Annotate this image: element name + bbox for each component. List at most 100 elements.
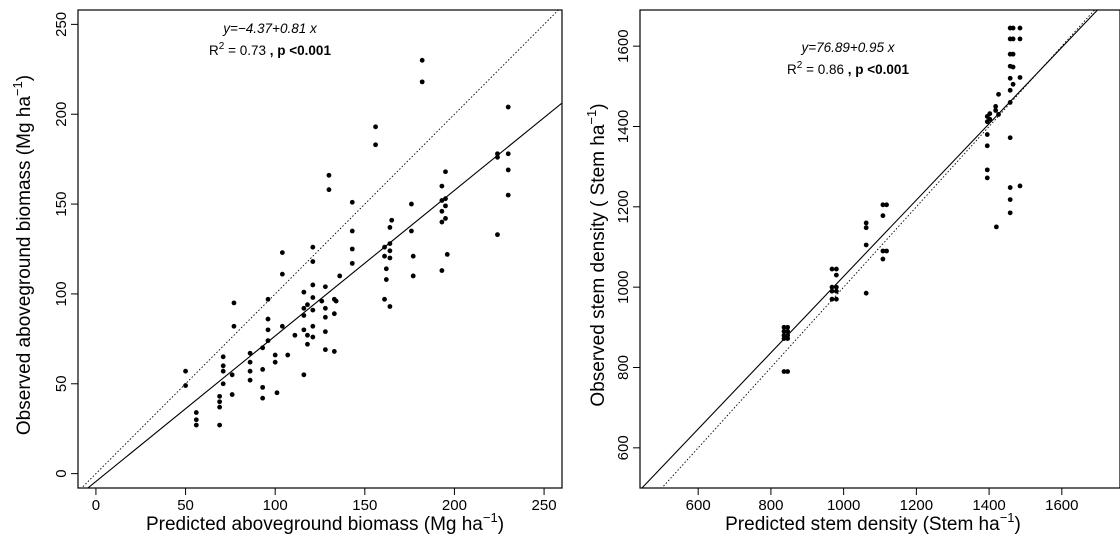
data-point [193, 417, 199, 423]
y-axis-title: Observed aboveground biomass (Mg ha−1) [10, 75, 35, 435]
data-point [829, 284, 835, 290]
data-point [310, 282, 316, 288]
data-point [443, 169, 448, 175]
data-point [217, 422, 223, 428]
data-point [349, 228, 355, 234]
x-tick-label: 100 [263, 497, 288, 514]
data-point [1017, 75, 1023, 80]
data-point [220, 354, 226, 360]
data-point [1010, 81, 1016, 87]
data-point [781, 369, 787, 374]
data-point [305, 332, 310, 338]
data-point [310, 334, 316, 340]
data-point [880, 213, 886, 219]
y-tick-label: 200 [53, 102, 70, 127]
data-point [410, 253, 416, 259]
y-tick-label: 100 [53, 281, 70, 306]
data-point [863, 242, 869, 248]
data-point [443, 196, 448, 202]
data-point [863, 290, 869, 296]
r-squared-label: R2 = 0.73 , p <0.001 [209, 41, 331, 58]
regression-line [641, 10, 1099, 488]
data-point [984, 167, 990, 173]
data-point [829, 288, 835, 294]
data-point [220, 381, 226, 387]
x-tick-label: 1600 [1045, 497, 1078, 514]
data-point [383, 266, 389, 272]
data-point [829, 266, 835, 272]
data-point [880, 248, 886, 254]
data-point [1007, 210, 1013, 216]
data-point [993, 108, 999, 113]
data-point [1007, 75, 1013, 81]
data-point [247, 359, 253, 365]
data-point [495, 154, 500, 160]
data-point [785, 369, 791, 374]
data-point [265, 338, 271, 344]
x-tick-label: 250 [532, 497, 557, 514]
data-point [310, 244, 316, 250]
data-point [217, 399, 223, 405]
data-point [993, 104, 999, 109]
data-point [505, 192, 511, 198]
data-point [272, 352, 278, 358]
data-point [274, 390, 280, 396]
data-point [444, 251, 450, 257]
data-point [305, 341, 310, 347]
data-point [387, 304, 393, 309]
data-point [272, 359, 278, 365]
data-point [220, 363, 226, 369]
data-point [993, 224, 999, 230]
data-point [1007, 87, 1013, 93]
data-point [183, 368, 188, 374]
data-point [1010, 25, 1016, 31]
data-point [495, 232, 500, 238]
data-point [387, 255, 393, 261]
y-tick-label: 1600 [615, 29, 632, 62]
data-point [217, 393, 223, 399]
data-point [310, 295, 316, 300]
x-tick-label: 1200 [900, 497, 933, 514]
data-point [984, 143, 990, 149]
y-tick-label: 250 [53, 12, 70, 37]
data-point [322, 284, 328, 290]
data-point [301, 313, 307, 318]
data-point [247, 368, 253, 374]
data-point [984, 132, 990, 137]
data-point [1007, 135, 1013, 141]
data-point [387, 241, 393, 247]
data-point [785, 328, 791, 334]
data-point [863, 220, 869, 226]
x-axis-title: Predicted stem density (Stem ha−1) [725, 510, 1021, 535]
data-point [265, 296, 271, 302]
data-point [310, 323, 316, 329]
y-tick-label: 1200 [615, 190, 632, 223]
data-point [285, 352, 291, 358]
regression-equation: y=−4.37+0.81 x [222, 21, 318, 36]
plot-frame [77, 9, 563, 489]
data-point [260, 366, 266, 372]
data-point [439, 208, 445, 214]
y-tick-label: 600 [615, 435, 632, 460]
data-point [326, 172, 332, 178]
data-point [322, 314, 328, 320]
data-point [310, 307, 316, 313]
data-point [439, 198, 445, 203]
panel-1: 0 50 100 150 200 250 0 50 100 150 200 250 y=−4.37+0.… [10, 9, 563, 535]
data-point [322, 347, 328, 353]
data-point [305, 302, 310, 308]
x-tick-label: 600 [686, 497, 711, 514]
data-point [337, 273, 343, 279]
data-point [292, 332, 298, 338]
data-point [322, 305, 328, 311]
data-point [505, 104, 511, 110]
data-point [349, 260, 355, 266]
data-point [260, 395, 266, 401]
data-point [247, 377, 253, 383]
data-point [1017, 25, 1023, 31]
data-point [785, 336, 791, 341]
data-point [301, 372, 307, 378]
data-point [373, 142, 378, 148]
data-point [1010, 36, 1016, 42]
x-tick-label: 0 [92, 497, 100, 514]
